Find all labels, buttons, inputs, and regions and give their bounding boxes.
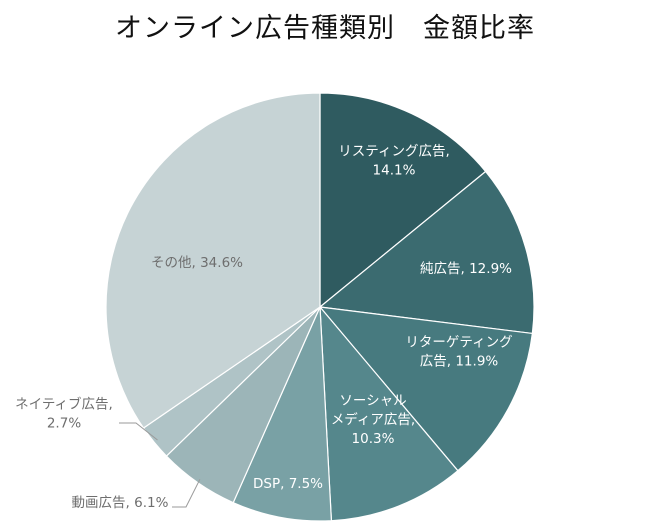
pie-slice	[319, 92, 487, 309]
slice-labels: リスティング広告, 14.1% 純広告, 12.9% リターゲティング広告, 11.9…	[15, 144, 512, 512]
slice-label: DSP, 7.5%	[253, 476, 323, 492]
slice-label-line: 純広告, 12.9%	[420, 261, 512, 277]
leader-line	[172, 479, 201, 508]
slice-label-line: リスティング広告,	[338, 144, 449, 160]
slice-label: 動画広告, 6.1%	[72, 495, 169, 511]
pie-slice	[318, 170, 535, 335]
slice-label: その他, 34.6%	[151, 255, 243, 271]
leader-line	[119, 422, 158, 441]
slice-label-line: 14.1%	[373, 163, 416, 179]
slice-label: リターゲティング広告, 11.9%	[405, 335, 512, 370]
slice-label: ネイティブ広告, 2.7%	[15, 396, 113, 432]
slice-label-line: リターゲティング	[405, 335, 512, 351]
pie-slice	[232, 306, 333, 522]
slice-label: ソーシャルメディア広告, 10.3%	[331, 393, 415, 447]
pie-slice	[105, 92, 321, 429]
chart-title: オンライン広告種類別 金額比率	[115, 13, 535, 44]
slice-label-line: ネイティブ広告,	[15, 396, 113, 413]
slice-label: 純広告, 12.9%	[420, 261, 512, 277]
slice-label-line: ソーシャル	[339, 393, 406, 409]
leader-lines	[119, 422, 201, 508]
slice-label-line: 2.7%	[47, 416, 81, 432]
pie-slice	[319, 305, 459, 522]
slice-label-line: メディア広告,	[331, 411, 415, 428]
slice-label-line: 動画広告, 6.1%	[72, 495, 169, 511]
slice-label-line: その他, 34.6%	[151, 255, 243, 271]
pie-slices	[105, 92, 535, 522]
slice-label-line: 広告, 11.9%	[420, 354, 499, 370]
slice-label-line: 10.3%	[352, 431, 395, 447]
pie-slice	[318, 306, 534, 472]
slice-label-line: DSP, 7.5%	[253, 476, 323, 492]
slice-label: リスティング広告, 14.1%	[338, 144, 449, 179]
